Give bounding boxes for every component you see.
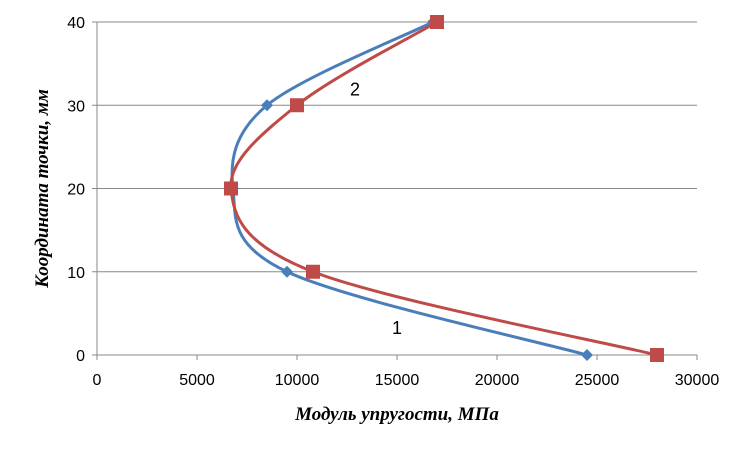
series-1-point-1 [281,265,293,278]
x-tick-label-4: 20000 [475,372,520,389]
y-tick-label-4: 40 [67,15,85,32]
series-1-point-0 [581,349,593,361]
series-2-line [229,20,658,357]
series-2-point-0 [650,348,664,362]
x-axis-title: Модуль упругости, МПа [294,404,499,425]
x-tick-label-2: 10000 [275,372,320,389]
y-tick-label-1: 10 [67,265,85,282]
series-2-point-4 [430,15,444,29]
x-tick-label-0: 0 [93,372,102,389]
series-group [224,15,664,362]
series-2-point-3 [290,98,304,113]
series-2-point-1 [306,264,320,279]
x-tick-label-1: 5000 [179,372,215,389]
curve-label-2: 2 [350,79,360,99]
y-axis-title: Координата точки, мм [32,89,53,289]
y-tick-label-2: 20 [67,182,85,199]
x-tick-label-3: 15000 [375,372,420,389]
x-tick-label-5: 25000 [575,372,620,389]
curve-label-1: 1 [392,318,402,338]
grid [97,21,697,273]
y-tick-label-3: 30 [67,98,85,115]
y-tick-label-0: 0 [76,348,85,365]
x-tick-label-6: 30000 [675,372,720,389]
series-2-point-2 [224,181,238,196]
series-1-point-3 [261,99,273,112]
x-tick-labels: 0 5000 10000 15000 20000 25000 30000 [93,355,720,389]
y-tick-labels: 0 10 20 30 40 [67,15,97,365]
